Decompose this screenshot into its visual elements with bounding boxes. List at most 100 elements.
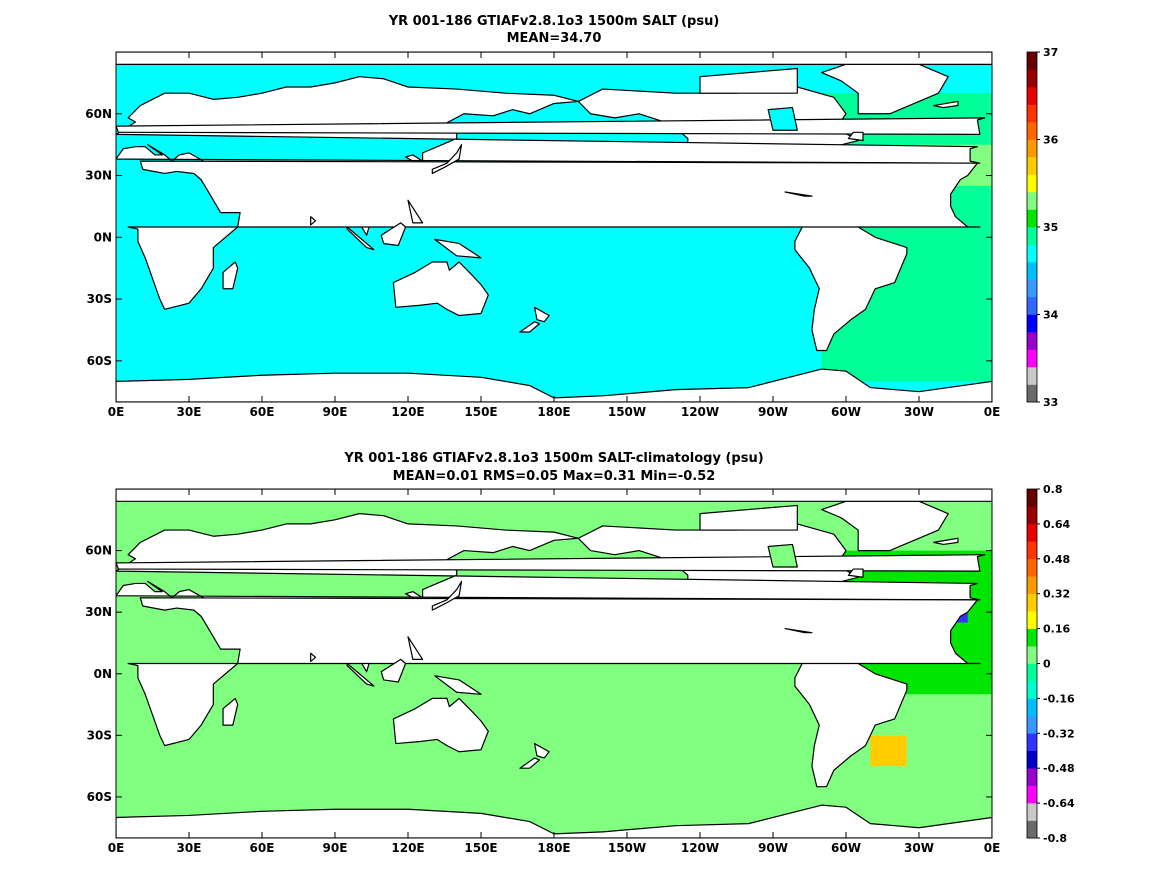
x-tick-label: 60E — [250, 841, 275, 855]
y-tick-label: 0N — [94, 230, 112, 244]
x-tick-label: 120E — [391, 405, 424, 419]
colorbar-segment — [1027, 192, 1037, 210]
landmass-hudson — [767, 106, 798, 131]
x-tick-label: 90E — [323, 841, 348, 855]
colorbar-segment — [1027, 628, 1037, 647]
landmass-africa — [127, 160, 981, 310]
y-tick-label: 30S — [87, 292, 112, 306]
x-tick-label: 120W — [681, 405, 719, 419]
landmass-iceland — [932, 100, 959, 109]
salinity-panel: YR 001-186 GTIAFv2.8.1o3 1500m SALT (psu… — [0, 0, 1167, 430]
landmass-newguinea — [434, 675, 482, 695]
x-tick-label: 60W — [831, 405, 861, 419]
colorbar-segment — [1027, 262, 1037, 280]
landmass-philippines — [407, 199, 424, 224]
chart-subtitle: MEAN=0.01 RMS=0.05 Max=0.31 Min=-0.52 — [392, 469, 716, 484]
landmass-nz-n — [533, 306, 550, 323]
salinity-map: 0E 30E 60E 90E 120E 150E 180E 150W 120W 90W 60W 30W… — [85, 46, 1059, 419]
colorbar-segment — [1027, 52, 1037, 70]
x-tick-label: 30E — [177, 405, 202, 419]
landmass-australia — [392, 697, 489, 753]
y-tick-label: 60N — [85, 544, 112, 558]
landmass-newfoundland — [847, 568, 864, 578]
colorbar-segment — [1027, 680, 1037, 699]
colorbar-segment — [1027, 122, 1037, 140]
landmass-britain — [116, 554, 986, 572]
x-tick-label: 180E — [537, 841, 570, 855]
landmass-newguinea — [434, 238, 482, 259]
colorbar-segment — [1027, 576, 1037, 594]
colorbar-segment — [1027, 803, 1037, 821]
colorbar-label: 37 — [1043, 46, 1058, 59]
landmass-japan — [431, 580, 463, 611]
colorbar-segment — [1027, 733, 1037, 752]
y-tick-label: 0N — [94, 667, 112, 681]
landmass-srilanka — [310, 216, 317, 226]
region-southern-ocean — [116, 315, 992, 386]
colorbar-label: 0.32 — [1043, 588, 1070, 601]
anomaly-map: 0E 30E 60E 90E 120E 150E 180E 150W 120W 90W 60W 30W… — [85, 483, 1075, 855]
colorbar-label: 34 — [1043, 309, 1059, 322]
x-tick-label: 90E — [323, 405, 348, 419]
colorbar-segment — [1027, 785, 1037, 804]
landmass-cuba — [784, 628, 813, 634]
landmass-sumatra — [346, 662, 375, 687]
x-tick-label: 150E — [464, 841, 497, 855]
colorbar-segment — [1027, 332, 1037, 350]
landmass-antarctica — [116, 368, 992, 402]
colorbar-segment — [1027, 698, 1037, 717]
x-tick-label: 30E — [177, 841, 202, 855]
colorbar-segment — [1027, 489, 1037, 507]
colorbar-segment — [1027, 523, 1037, 542]
y-tick-label: 30S — [87, 728, 112, 742]
landmass-iceland — [932, 537, 959, 546]
x-tick-label: 60E — [250, 405, 275, 419]
chart-title: YR 001-186 GTIAFv2.8.1o3 1500m SALT (psu… — [388, 14, 720, 29]
chart-subtitle: MEAN=34.70 — [506, 31, 602, 46]
landmass-africa — [127, 597, 981, 747]
colorbar-segment — [1027, 663, 1037, 682]
x-tick-label: 30W — [904, 405, 934, 419]
landmass-madagascar — [222, 697, 239, 726]
landmass-australia — [392, 261, 489, 317]
colorbar-segment — [1027, 314, 1037, 333]
map-area — [116, 489, 992, 838]
landmass-nz-s — [519, 757, 541, 769]
region-south-atlantic — [870, 735, 907, 767]
x-tick-label: 0E — [108, 841, 125, 855]
landmass-sumatra — [346, 226, 375, 251]
landmass-japan — [431, 144, 463, 175]
landmass-britain — [116, 117, 986, 135]
landmass-borneo — [380, 658, 407, 683]
y-tick-label: 30N — [85, 169, 112, 183]
colorbar-segment — [1027, 750, 1037, 769]
landmass-antarctica — [116, 804, 992, 838]
landmass-arctic-isl — [699, 67, 798, 94]
landmass-cuba — [784, 191, 813, 197]
colorbar-segment — [1027, 139, 1037, 158]
landmass-newfoundland — [847, 131, 864, 142]
colorbar-label: -0.48 — [1043, 762, 1075, 775]
x-tick-label: 0E — [108, 405, 125, 419]
landmass-hudson — [767, 543, 798, 568]
x-tick-label: 150W — [608, 841, 646, 855]
landmass-madagascar — [222, 261, 239, 290]
x-tick-label: 150E — [464, 405, 497, 419]
colorbar-segment — [1027, 349, 1037, 368]
colorbar-segment — [1027, 244, 1037, 263]
x-tick-label: 0E — [984, 405, 1001, 419]
landmass-borneo — [380, 222, 407, 247]
landmass-americas-s — [794, 214, 908, 352]
x-tick-label: 150W — [608, 405, 646, 419]
chart-title: YR 001-186 GTIAFv2.8.1o3 1500m SALT-clim… — [344, 451, 764, 466]
x-tick-label: 90W — [758, 405, 788, 419]
colorbar-label: -0.32 — [1043, 727, 1075, 740]
y-tick-label: 60S — [87, 790, 112, 804]
x-tick-label: 30W — [904, 841, 934, 855]
colorbar-segment — [1027, 174, 1037, 193]
colorbar-label: -0.8 — [1043, 832, 1067, 845]
colorbar-segment — [1027, 611, 1037, 629]
landmass-nz-n — [533, 742, 550, 759]
colorbar-segment — [1027, 279, 1037, 298]
landmass-americas-s — [794, 650, 908, 788]
